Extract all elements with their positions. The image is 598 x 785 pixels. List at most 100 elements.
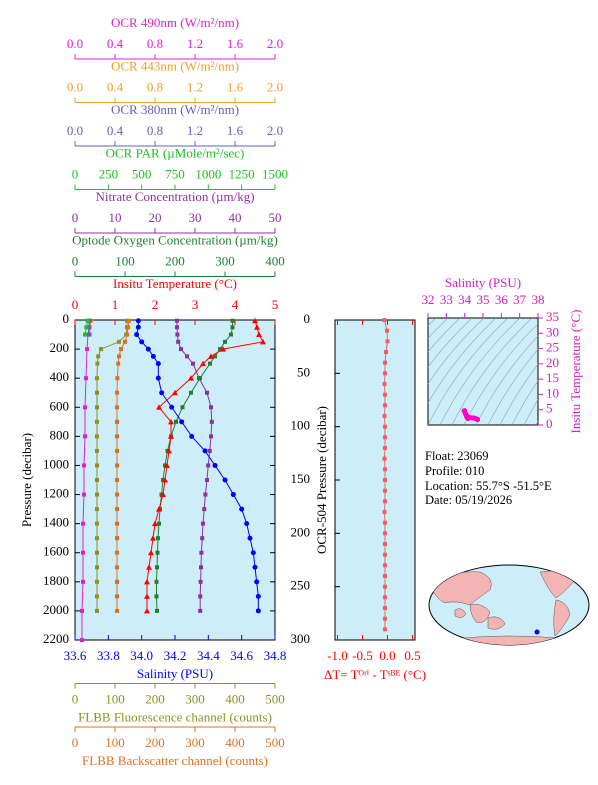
y-tick-label: 25: [546, 340, 559, 355]
x-tick-label: 10: [109, 210, 122, 225]
data-point: [383, 488, 387, 493]
data-point: [383, 606, 387, 610]
x-tick-label: 0.5: [404, 648, 420, 663]
y-tick-label: 100: [291, 418, 311, 433]
y-tick-label: 0: [546, 416, 553, 431]
data-point: [159, 390, 165, 396]
data-point: [175, 325, 179, 330]
data-point: [88, 318, 92, 323]
data-point: [198, 594, 203, 599]
data-point: [156, 506, 162, 512]
x-tick-label: 20: [149, 210, 162, 225]
x-tick-label: 0: [72, 735, 79, 750]
data-point: [95, 550, 99, 555]
data-point: [85, 318, 90, 323]
data-point: [223, 339, 227, 344]
x-axis-title: Salinity (PSU): [445, 275, 521, 290]
x-tick-label: -1.0: [327, 648, 348, 663]
x-tick-label: 500: [265, 735, 285, 750]
data-point: [179, 419, 185, 425]
data-point: [157, 521, 161, 526]
x-tick-label: 0.0: [67, 36, 83, 51]
ts-point: [475, 416, 480, 422]
x-tick-label: 5: [272, 297, 279, 312]
x-tick-label: 0.0: [67, 79, 83, 94]
data-point: [95, 579, 99, 584]
data-point: [95, 390, 99, 395]
data-point: [80, 608, 84, 613]
data-point: [95, 565, 99, 570]
density-contour: [428, 318, 449, 339]
data-point: [126, 325, 131, 330]
x-tick-label: 33: [440, 292, 453, 307]
x-tick-label: 33.8: [97, 648, 120, 663]
x-axis-title: Nitrate Concentration (µm/kg): [95, 189, 254, 204]
data-point: [201, 521, 205, 526]
data-point: [115, 463, 119, 468]
density-contour: [487, 349, 538, 425]
data-point: [146, 564, 152, 570]
data-point: [209, 434, 213, 439]
y-tick-label: 200: [291, 524, 311, 539]
data-point: [155, 565, 159, 570]
x-tick-label: 200: [165, 253, 185, 268]
x-tick-label: 300: [185, 735, 205, 750]
y-tick-label: 10: [546, 385, 559, 400]
data-point: [383, 424, 387, 429]
y-tick-label: 250: [291, 578, 311, 593]
data-point: [164, 462, 170, 468]
float-location-marker: [534, 629, 540, 635]
x-axis-title: OCR 443nm (W/m²/nm): [111, 58, 239, 73]
data-point: [200, 360, 206, 367]
data-point: [250, 550, 256, 556]
data-point: [115, 565, 119, 570]
density-contours: [428, 318, 538, 425]
y-tick-label: 1800: [43, 573, 69, 588]
data-point: [144, 578, 150, 585]
data-point: [252, 564, 258, 570]
data-point: [82, 492, 86, 497]
data-point: [115, 478, 119, 482]
data-point: [117, 339, 121, 344]
data-point: [96, 354, 101, 359]
data-point: [152, 520, 158, 527]
data-point: [202, 507, 207, 512]
y-tick-label: 0: [63, 311, 70, 326]
x-tick-label: 1.6: [227, 79, 244, 94]
data-point: [207, 448, 212, 453]
data-point: [205, 478, 209, 482]
data-point: [134, 332, 140, 338]
info-line: Profile: 010: [425, 464, 484, 478]
y-tick-label: 5: [546, 401, 553, 416]
data-point: [189, 433, 195, 439]
data-point: [95, 507, 99, 512]
y-axis-title: Insitu Temperature (°C): [568, 310, 583, 434]
y-tick-label: 15: [546, 370, 559, 385]
data-point: [383, 584, 387, 589]
data-point: [247, 535, 253, 541]
map-land: [429, 570, 576, 645]
x-axis-title: Salinity (PSU): [137, 666, 213, 681]
data-point: [383, 499, 387, 504]
data-point: [81, 521, 85, 526]
y-tick-label: 1600: [43, 544, 69, 559]
density-contour: [463, 323, 538, 425]
density-contour: [451, 318, 533, 425]
data-point: [200, 536, 205, 541]
data-point: [244, 521, 250, 527]
data-point: [95, 478, 99, 482]
data-point: [180, 405, 185, 410]
data-point: [115, 448, 119, 453]
x-tick-label: 2: [152, 297, 159, 312]
data-point: [95, 434, 99, 439]
x-tick-label: 38: [532, 292, 545, 307]
plot-background: [334, 319, 416, 641]
data-point: [213, 354, 217, 359]
x-tick-label: 33.6: [64, 648, 87, 663]
data-point: [83, 405, 87, 410]
data-point: [230, 318, 235, 323]
x-tick-label: 37: [513, 292, 527, 307]
x-tick-label: 300: [215, 253, 235, 268]
data-point: [150, 353, 156, 359]
